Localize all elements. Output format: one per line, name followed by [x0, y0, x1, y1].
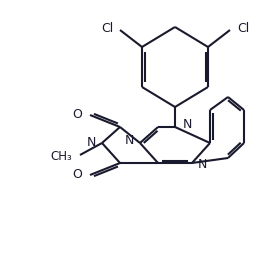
Text: Cl: Cl	[237, 22, 249, 34]
Text: Cl: Cl	[101, 22, 113, 34]
Text: O: O	[72, 169, 82, 181]
Text: N: N	[87, 136, 96, 150]
Text: N: N	[198, 159, 207, 171]
Text: CH₃: CH₃	[50, 151, 72, 163]
Text: O: O	[72, 108, 82, 122]
Text: N: N	[183, 118, 192, 132]
Text: N: N	[125, 134, 134, 148]
